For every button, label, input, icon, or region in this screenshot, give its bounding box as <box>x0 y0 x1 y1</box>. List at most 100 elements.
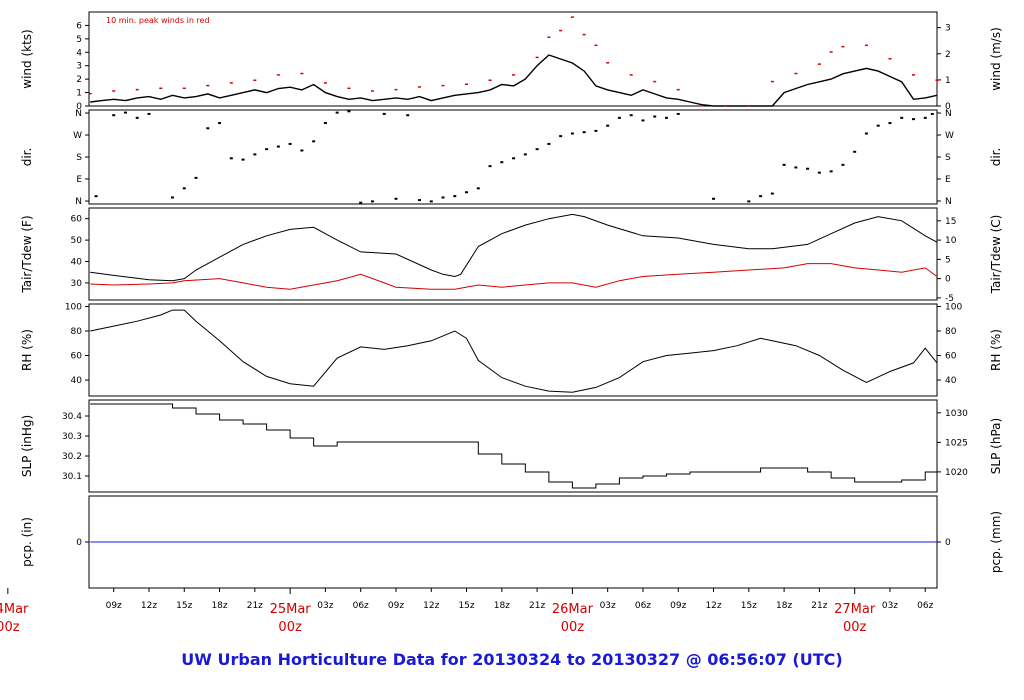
hour-tick-label: 12z <box>705 601 721 611</box>
temp-panel: 30 40 50 60 -5 0 5 10 15 Tair/Tdew (F) Tair/Tdew (… <box>20 207 1003 304</box>
peak-wind-point <box>794 72 798 75</box>
peak-wind-point <box>135 88 139 91</box>
wind-frame <box>88 11 938 107</box>
data-point <box>253 153 257 156</box>
peak-wind-point <box>911 74 915 76</box>
hour-tick-label: 09z <box>670 601 686 611</box>
slp-left-tick-label: 30.4 <box>62 412 82 422</box>
data-point <box>664 116 668 119</box>
data-point <box>123 111 127 114</box>
peak-wind-point <box>700 105 704 107</box>
hour-tick-label: 12z <box>141 601 157 611</box>
data-point <box>653 115 657 118</box>
hour-tick-label: 21z <box>247 601 263 611</box>
peak-wind-point <box>417 86 421 88</box>
pcp-ylabel-left: pcp. (in) <box>20 517 34 567</box>
hour-tick-label: 12z <box>423 601 439 611</box>
data-point <box>641 119 645 122</box>
peak-wind-point <box>594 44 598 47</box>
hour-tick-label: 18z <box>776 601 792 611</box>
wind-ylabel-right: wind (m/s) <box>989 27 1003 91</box>
dir-left-tick-label: E <box>76 175 82 185</box>
dir-ylabel-left: dir. <box>20 148 34 167</box>
data-point <box>747 200 751 203</box>
peak-wind-point <box>182 87 186 90</box>
wind-right-tick-label: 0 <box>945 102 951 112</box>
peak-wind-point <box>323 82 327 84</box>
peak-wind-point <box>159 87 163 90</box>
wind-left-tick-label: 3 <box>76 62 82 72</box>
peak-wind-point <box>864 44 868 47</box>
data-point <box>359 201 363 204</box>
data-point <box>535 148 539 151</box>
wind-left-tick-label: 6 <box>76 21 82 31</box>
pcp-ylabel-right: pcp. (mm) <box>989 511 1003 573</box>
slp-right-tick-label: 1030 <box>945 409 968 419</box>
day-label: 24Mar <box>0 602 29 617</box>
rh-right-tick-label: 80 <box>945 327 957 337</box>
hour-tick-label: 03z <box>882 601 898 611</box>
hour-tick-label: 15z <box>458 601 474 611</box>
peak-wind-point <box>370 90 374 92</box>
data-point <box>629 114 633 117</box>
temp-left-tick-label: 30 <box>71 279 83 289</box>
data-point <box>817 171 821 174</box>
slp-series-line <box>90 403 937 489</box>
data-point <box>547 142 551 145</box>
hour-tick-label: 18z <box>211 601 227 611</box>
peak-wind-point <box>888 58 892 60</box>
peak-wind-point <box>488 79 492 81</box>
hour-tick-label: 18z <box>494 601 510 611</box>
dir-right-tick-label: N <box>945 197 952 207</box>
data-point <box>864 132 868 135</box>
wind-left-tick-label: 5 <box>76 35 82 45</box>
hour-tick-label: 03z <box>317 601 333 611</box>
peak-wind-point <box>747 105 751 107</box>
data-point <box>229 157 233 160</box>
data-point <box>406 114 410 117</box>
temp-series-line <box>90 213 938 282</box>
hour-tick-label: 06z <box>353 601 369 611</box>
data-point <box>241 158 245 161</box>
day-label: 26Mar <box>552 602 594 617</box>
data-point <box>712 197 716 200</box>
rh-left-tick-label: 80 <box>71 327 83 337</box>
peak-wind-point <box>723 105 727 107</box>
data-point <box>312 140 316 143</box>
data-point <box>476 187 480 190</box>
peak-wind-point <box>582 33 586 36</box>
temp-right-tick-label: 5 <box>945 255 951 265</box>
data-point <box>147 112 151 115</box>
day-label-hour: 00z <box>843 620 867 635</box>
data-point <box>429 200 433 203</box>
dir-left-tick-label: W <box>73 131 82 141</box>
rh-left-tick-label: 40 <box>71 376 83 386</box>
data-point <box>770 192 774 195</box>
peak-wind-point <box>394 88 398 91</box>
data-point <box>323 122 327 125</box>
slp-right-tick-label: 1020 <box>945 468 968 478</box>
data-point <box>488 165 492 168</box>
dir-left-tick-label: S <box>76 153 82 163</box>
peak-wind-point <box>88 92 92 95</box>
wind-left-tick-label: 4 <box>76 48 82 58</box>
rh-left-tick-label: 60 <box>71 352 83 362</box>
data-point <box>206 127 210 130</box>
data-point <box>112 114 116 117</box>
peak-wind-point <box>441 84 445 87</box>
data-point <box>288 142 292 145</box>
pcp-left-tick-label: 0 <box>76 538 82 548</box>
rh-frame <box>88 303 938 397</box>
data-point <box>394 197 398 200</box>
peak-wind-point <box>629 74 633 76</box>
data-point <box>171 196 175 199</box>
data-point <box>559 135 563 138</box>
data-point <box>829 170 833 173</box>
temp-right-tick-label: 0 <box>945 275 951 285</box>
data-point <box>94 195 98 198</box>
temp-left-tick-label: 60 <box>71 215 83 225</box>
wind-ylabel-left: wind (kts) <box>20 29 34 88</box>
rh-left-tick-label: 100 <box>65 302 82 312</box>
data-point <box>347 110 351 113</box>
